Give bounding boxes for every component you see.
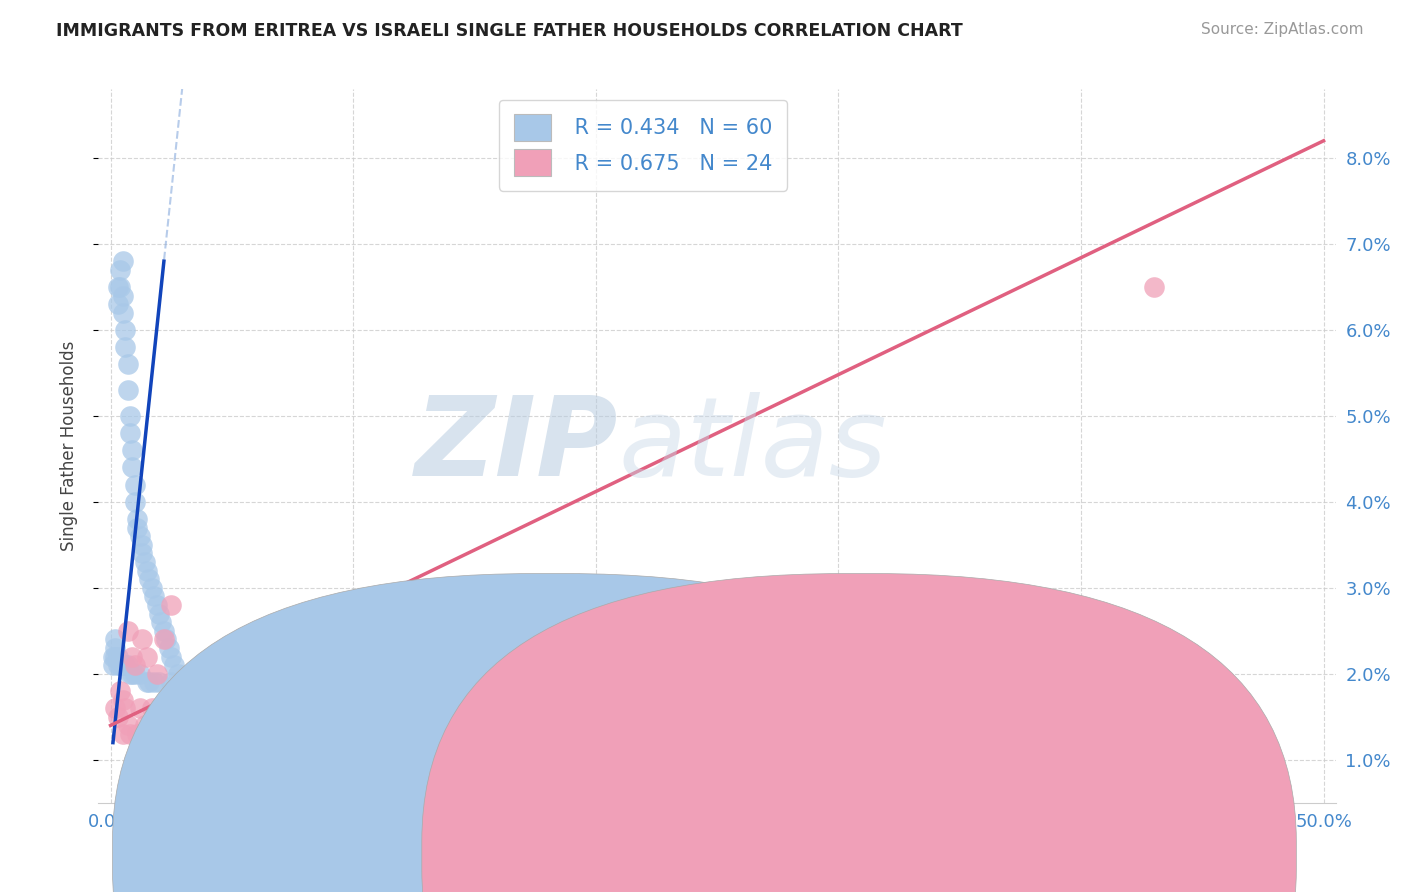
Point: [104, 632, 127, 647]
Point: [104, 641, 127, 656]
Point: [143, 675, 166, 690]
Point: [121, 649, 143, 664]
Text: IMMIGRANTS FROM ERITREA VS ISRAELI SINGLE FATHER HOUSEHOLDS CORRELATION CHART: IMMIGRANTS FROM ERITREA VS ISRAELI SINGL…: [56, 22, 963, 40]
Point: [118, 666, 141, 681]
Point: [124, 666, 146, 681]
Point: [463, 701, 485, 715]
Point: [177, 692, 200, 706]
Point: [118, 727, 141, 741]
Point: [141, 701, 163, 715]
Point: [145, 598, 167, 612]
Point: [121, 460, 143, 475]
Point: [107, 280, 129, 294]
Point: [167, 666, 190, 681]
Point: [124, 477, 146, 491]
Point: [124, 658, 146, 673]
Point: [143, 590, 166, 604]
Point: [150, 615, 173, 630]
Point: [1143, 280, 1166, 294]
Point: [136, 649, 159, 664]
Point: [128, 666, 150, 681]
Point: [114, 658, 136, 673]
Point: [118, 409, 141, 423]
Point: [127, 727, 149, 741]
Point: [111, 692, 134, 706]
Point: [110, 658, 132, 673]
Point: [148, 607, 170, 621]
Point: [111, 288, 134, 302]
Point: [160, 649, 183, 664]
Point: [110, 684, 132, 698]
Point: [148, 675, 170, 690]
Point: [141, 581, 163, 595]
Point: [111, 658, 134, 673]
Point: [131, 632, 153, 647]
Text: ZIP: ZIP: [415, 392, 619, 500]
Point: [172, 684, 194, 698]
Point: [117, 718, 139, 732]
Point: [107, 297, 129, 311]
Point: [131, 538, 153, 552]
Point: [118, 426, 141, 441]
Point: [128, 529, 150, 543]
Text: Source: ZipAtlas.com: Source: ZipAtlas.com: [1201, 22, 1364, 37]
Point: [153, 632, 176, 647]
Point: [153, 624, 176, 638]
Point: [134, 555, 156, 569]
Text: Immigrants from Eritrea: Immigrants from Eritrea: [574, 847, 773, 864]
Point: [134, 718, 156, 732]
Point: [111, 727, 134, 741]
Point: [114, 701, 136, 715]
Point: [136, 675, 159, 690]
Point: [117, 658, 139, 673]
Point: [138, 675, 160, 690]
Point: [155, 632, 177, 647]
Point: [111, 306, 134, 320]
Point: [131, 546, 153, 560]
Point: [110, 262, 132, 277]
Point: [107, 649, 129, 664]
Point: [138, 727, 160, 741]
Point: [136, 564, 159, 578]
Point: [110, 280, 132, 294]
Point: [111, 254, 134, 268]
Point: [114, 323, 136, 337]
Point: [121, 666, 143, 681]
Point: [124, 495, 146, 509]
Point: [107, 658, 129, 673]
Point: [104, 701, 127, 715]
Legend:  R = 0.434   N = 60,  R = 0.675   N = 24: R = 0.434 N = 60, R = 0.675 N = 24: [499, 100, 787, 191]
Point: [160, 598, 183, 612]
Point: [145, 666, 167, 681]
Point: [114, 340, 136, 354]
Point: [138, 572, 160, 586]
Y-axis label: Single Father Households: Single Father Households: [59, 341, 77, 551]
Point: [101, 649, 124, 664]
Point: [160, 675, 183, 690]
Point: [162, 658, 184, 673]
Point: [104, 649, 127, 664]
Point: [107, 710, 129, 724]
Point: [101, 658, 124, 673]
Point: [117, 357, 139, 371]
Point: [127, 512, 149, 526]
Point: [127, 521, 149, 535]
Point: [143, 710, 166, 724]
Point: [128, 701, 150, 715]
Point: [191, 710, 214, 724]
Text: Israelis: Israelis: [883, 847, 942, 864]
Point: [121, 443, 143, 458]
Text: atlas: atlas: [619, 392, 887, 500]
Point: [117, 624, 139, 638]
Point: [184, 701, 207, 715]
Point: [157, 641, 180, 656]
Point: [117, 383, 139, 397]
